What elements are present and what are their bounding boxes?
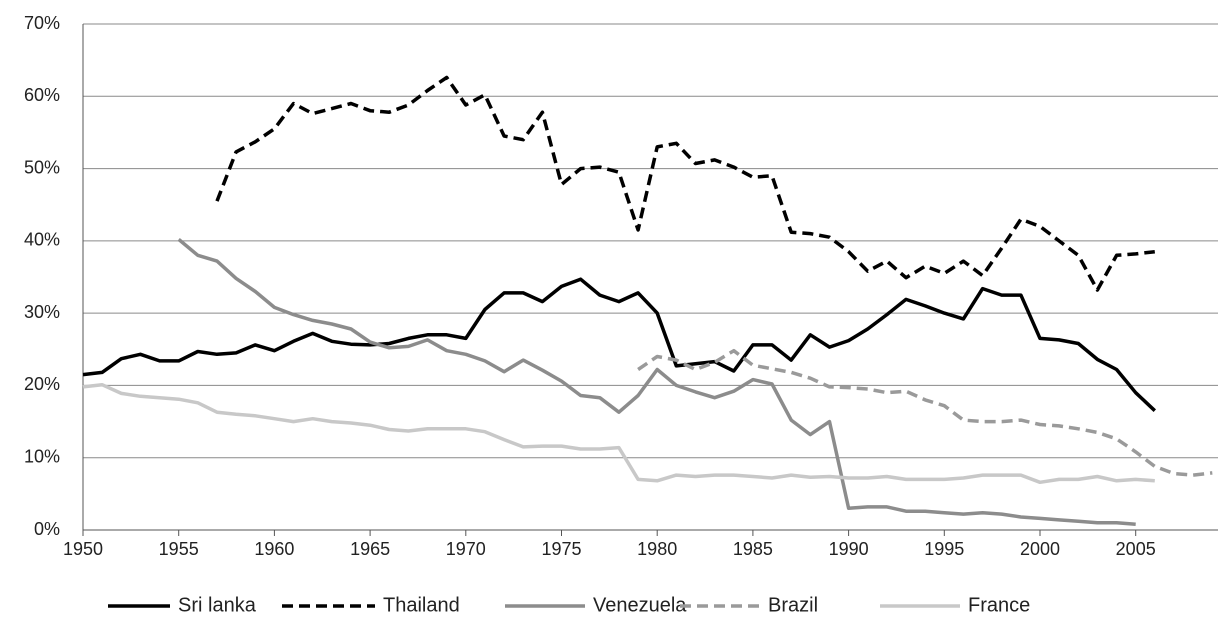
y-tick-label: 40%: [24, 230, 60, 250]
x-tick-label: 1990: [829, 539, 869, 559]
y-tick-label: 0%: [34, 519, 60, 539]
x-tick-label: 2000: [1020, 539, 1060, 559]
y-tick-label: 30%: [24, 302, 60, 322]
line-series: [177, 238, 1136, 526]
line-series: [82, 277, 1157, 412]
line-series: [637, 348, 1213, 477]
y-tick-label: 70%: [24, 13, 60, 33]
x-tick-label: 1970: [446, 539, 486, 559]
x-tick-label: 1960: [254, 539, 294, 559]
legend-label: Sri lanka: [178, 594, 257, 616]
legend-label: Brazil: [768, 594, 818, 616]
legend-label: Venezuela: [593, 594, 687, 616]
x-tick-label: 1950: [63, 539, 103, 559]
line-series: [215, 75, 1156, 292]
y-tick-label: 20%: [24, 374, 60, 394]
y-tick-label: 50%: [24, 157, 60, 177]
y-tick-label: 60%: [24, 85, 60, 105]
x-tick-label: 1985: [733, 539, 773, 559]
x-tick-label: 1975: [541, 539, 581, 559]
x-tick-label: 1955: [159, 539, 199, 559]
legend-label: Thailand: [383, 594, 460, 616]
x-tick-label: 1980: [637, 539, 677, 559]
legend-label: France: [968, 594, 1030, 616]
line-series: [82, 382, 1155, 485]
x-tick-label: 1965: [350, 539, 390, 559]
y-tick-label: 10%: [24, 446, 60, 466]
x-tick-label: 2005: [1116, 539, 1156, 559]
x-tick-label: 1995: [924, 539, 964, 559]
